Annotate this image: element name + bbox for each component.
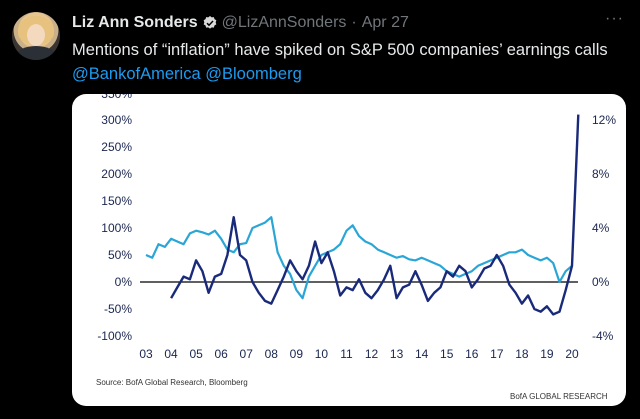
mention-link[interactable]: @BankofAmerica [72, 65, 201, 83]
avatar[interactable] [12, 12, 60, 60]
series-line-light [145, 216, 573, 300]
series-line-dark [170, 114, 580, 316]
x-axis-tick-label: 19 [540, 347, 554, 361]
author-name[interactable]: Liz Ann Sonders [72, 14, 198, 31]
x-axis-tick-label: 08 [265, 347, 279, 361]
x-axis-tick-label: 17 [490, 347, 504, 361]
left-axis-tick-label: -50% [104, 302, 132, 316]
tweet-date[interactable]: Apr 27 [361, 14, 409, 31]
avatar-face [27, 24, 45, 46]
x-axis-tick-label: 11 [340, 347, 353, 361]
author-handle[interactable]: @LizAnnSonders [221, 14, 347, 31]
left-axis-tick-label: 350% [101, 94, 132, 101]
right-axis-tick-label: 8% [592, 167, 610, 181]
tweet-mentions: @BankofAmerica @Bloomberg [72, 62, 632, 86]
left-axis-tick-label: 50% [108, 248, 132, 262]
right-axis-ticks: 12% 8% 4% 0% -4% [592, 113, 616, 343]
x-axis-tick-label: 15 [440, 347, 454, 361]
verified-badge-icon [203, 16, 216, 29]
chart-source: Source: BofA Global Research, Bloomberg [96, 378, 248, 387]
x-axis-tick-label: 18 [515, 347, 529, 361]
x-axis-tick-label: 05 [189, 347, 203, 361]
x-axis-tick-label: 14 [415, 347, 429, 361]
x-axis-tick-label: 20 [565, 347, 579, 361]
left-axis-tick-label: 200% [101, 167, 132, 181]
right-axis-tick-label: 12% [592, 113, 616, 127]
tweet-media-chart[interactable]: 350% 300% 250% 200% 150% 100% 50% 0% -50% -100% 1… [72, 94, 626, 406]
separator-dot: · [351, 14, 357, 31]
x-axis-tick-label: 04 [164, 347, 178, 361]
x-axis-tick-label: 10 [315, 347, 329, 361]
x-axis-tick-label: 13 [390, 347, 404, 361]
more-options-icon[interactable]: ··· [605, 10, 624, 27]
x-axis-tick-label: 06 [214, 347, 228, 361]
right-axis-tick-label: -4% [592, 329, 614, 343]
left-axis-tick-label: 300% [101, 113, 132, 127]
left-axis-ticks: 350% 300% 250% 200% 150% 100% 50% 0% -50% -100% [97, 94, 132, 343]
left-axis-tick-label: 150% [101, 194, 132, 208]
left-axis-tick-label: 250% [101, 140, 132, 154]
right-axis-tick-label: 0% [592, 275, 610, 289]
x-axis-tick-label: 03 [139, 347, 153, 361]
left-axis-tick-label: -100% [97, 329, 132, 343]
chart-watermark: BofA GLOBAL RESEARCH [510, 392, 608, 401]
x-axis-tick-label: 16 [465, 347, 479, 361]
x-axis-tick-label: 12 [365, 347, 379, 361]
tweet-text: Mentions of “inflation” have spiked on S… [72, 38, 632, 86]
x-axis-ticks: 03 04 05 06 07 08 09 10 11 12 13 14 15 16 17 18 19 20 [139, 347, 579, 361]
tweet-body: Mentions of “inflation” have spiked on S… [72, 41, 608, 59]
mention-link[interactable]: @Bloomberg [205, 65, 302, 83]
left-axis-tick-label: 0% [115, 275, 133, 289]
tweet-header: Liz Ann Sonders @LizAnnSonders · Apr 27 [72, 12, 409, 34]
x-axis-tick-label: 09 [290, 347, 304, 361]
line-chart: 350%300%250%200%150%100%50%0%-50%-100% 1… [96, 94, 616, 401]
left-axis-tick-label: 100% [101, 221, 132, 235]
right-axis-tick-label: 4% [592, 221, 610, 235]
x-axis-tick-label: 07 [240, 347, 254, 361]
chart-series [145, 114, 580, 316]
avatar-shoulders [16, 46, 56, 60]
